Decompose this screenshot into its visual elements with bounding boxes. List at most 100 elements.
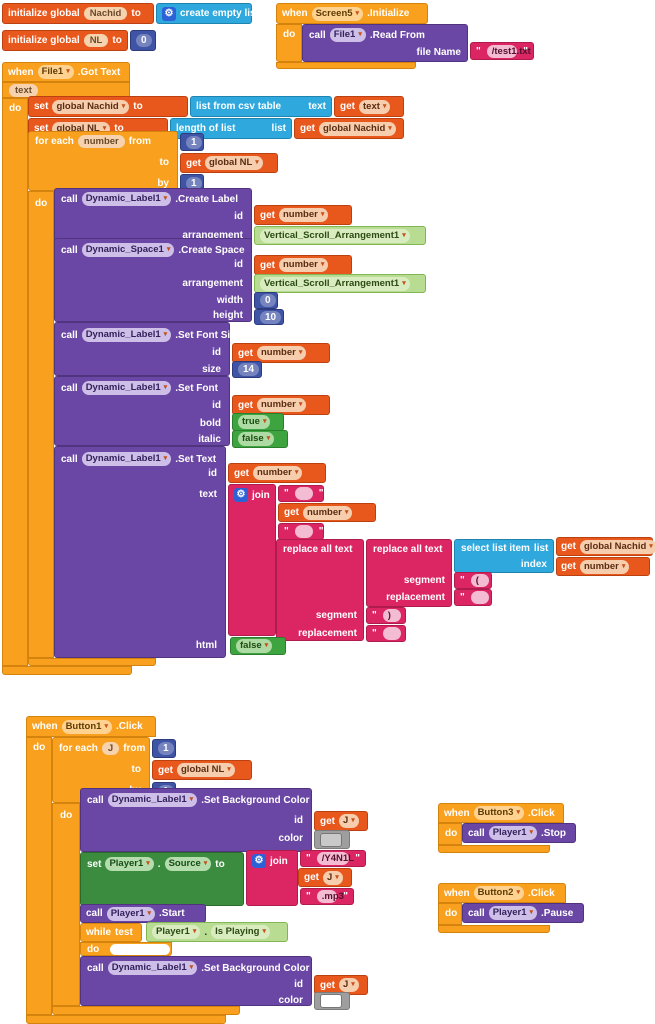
foreach-j-bottom[interactable]	[52, 1006, 240, 1015]
block-set-player1-source[interactable]: set Player1 . Source to	[80, 852, 244, 906]
block-replace-all-text-inner[interactable]: replace all text segment replacement	[366, 539, 452, 607]
dropdown-global-nachid[interactable]: global Nachid	[319, 121, 396, 136]
dropdown-false[interactable]: false	[238, 432, 275, 446]
block-logic-true[interactable]: true	[232, 413, 284, 431]
block-logic-false[interactable]: false	[230, 637, 286, 655]
color-swatch-gray[interactable]	[320, 832, 342, 847]
block-when-button2-click[interactable]: when Button2 .Click	[438, 883, 566, 903]
button2-bottom[interactable]	[438, 925, 550, 933]
number-field[interactable]: 1	[158, 742, 174, 755]
when-screen5-spine[interactable]: do	[276, 24, 302, 62]
block-player1-is-playing[interactable]: Player1 . Is Playing	[146, 922, 288, 942]
dropdown-dynamic-label1[interactable]: Dynamic_Label1	[107, 961, 198, 975]
block-get-j[interactable]: get J	[298, 868, 352, 887]
event-param-text[interactable]: text	[9, 84, 38, 97]
block-number-0[interactable]: 0	[130, 30, 156, 51]
number-field[interactable]: 1	[186, 176, 202, 190]
dropdown-dynamic-label1[interactable]: Dynamic_Label1	[81, 452, 172, 466]
string-field[interactable]: .mp3	[316, 890, 344, 903]
block-number-14[interactable]: 14	[232, 361, 262, 378]
block-get-number[interactable]: get number	[556, 557, 650, 576]
dropdown-vsa1[interactable]: Vertical_Scroll_Arrangement1	[260, 276, 410, 291]
dropdown-true[interactable]: true	[238, 415, 271, 429]
block-number-10[interactable]: 10	[254, 309, 284, 325]
block-set-bg-color-2[interactable]: call Dynamic_Label1 .Set Background Colo…	[80, 956, 312, 1006]
block-get-number[interactable]: get number	[228, 463, 326, 483]
dropdown-button2[interactable]: Button2	[473, 886, 524, 900]
dropdown-player1[interactable]: Player1	[152, 925, 201, 939]
foreach-number-bottom[interactable]	[28, 658, 156, 666]
while-empty-socket[interactable]	[110, 944, 170, 955]
block-while-test[interactable]: while test	[80, 923, 142, 942]
block-logic-false[interactable]: false	[232, 430, 288, 448]
gottext-bottom[interactable]	[2, 666, 132, 675]
block-vsa1[interactable]: Vertical_Scroll_Arrangement1	[254, 226, 426, 245]
number-field[interactable]: 10	[260, 310, 282, 324]
when-screen5-bottom[interactable]	[276, 62, 416, 69]
dropdown-dynamic-label1[interactable]: Dynamic_Label1	[107, 793, 198, 807]
string-field[interactable]: (	[470, 574, 489, 587]
mutator-gear-icon[interactable]	[234, 488, 248, 502]
block-color-white[interactable]	[314, 992, 350, 1010]
dropdown-number[interactable]: number	[257, 346, 307, 360]
number-field[interactable]: 0	[136, 34, 152, 47]
var-name-nachid[interactable]: Nachid	[83, 7, 128, 20]
string-field[interactable]	[470, 591, 489, 604]
dropdown-button1[interactable]: Button1	[61, 719, 112, 734]
block-string-open-paren[interactable]: (	[454, 572, 492, 589]
block-string-y4n1l[interactable]: /Y4N1L	[300, 850, 366, 867]
block-get-number[interactable]: get number	[278, 503, 376, 522]
block-set-text[interactable]: call Dynamic_Label1 .Set Text id text ht…	[54, 446, 226, 658]
block-set-font-size[interactable]: call Dynamic_Label1 .Set Font Size id si…	[54, 322, 241, 376]
block-get-number[interactable]: get number	[254, 255, 352, 275]
dropdown-j[interactable]: J	[339, 978, 359, 992]
foreach-number-spine[interactable]: do	[28, 191, 54, 658]
block-string-mp3[interactable]: .mp3	[300, 888, 354, 905]
block-get-global-nl[interactable]: get global NL	[180, 153, 278, 173]
dropdown-global-nachid[interactable]: global Nachid	[580, 539, 655, 554]
dropdown-number[interactable]: number	[580, 559, 630, 574]
string-field[interactable]	[294, 487, 313, 500]
block-string-test1[interactable]: /test1.txt	[470, 42, 534, 60]
block-replace-all-text-outer[interactable]: replace all text segment replacement	[276, 539, 364, 641]
block-join-2[interactable]: join	[246, 850, 298, 906]
block-string-empty[interactable]	[454, 589, 492, 606]
button1-spine[interactable]: do	[26, 737, 52, 1015]
dropdown-global-nl[interactable]: global NL	[177, 763, 235, 777]
string-field[interactable]	[294, 525, 313, 538]
block-string-empty[interactable]	[278, 523, 324, 540]
dropdown-dynamic-label1[interactable]: Dynamic_Label1	[81, 381, 172, 395]
block-create-empty-list[interactable]: create empty list	[156, 3, 259, 24]
block-get-global-nachid[interactable]: get global Nachid	[556, 537, 655, 556]
block-call-player1-pause[interactable]: call Player1 .Pause	[462, 903, 584, 923]
dropdown-dynamic-space1[interactable]: Dynamic_Space1	[81, 243, 175, 257]
block-init-global-nachid[interactable]: initialize global Nachid to	[2, 3, 154, 24]
block-get-j[interactable]: get J	[314, 975, 368, 995]
block-select-list-item[interactable]: select list item list index	[454, 539, 554, 573]
string-field[interactable]: /Y4N1L	[316, 852, 354, 865]
block-create-space[interactable]: call Dynamic_Space1 .Create Space id arr…	[54, 238, 252, 322]
number-field[interactable]: 14	[238, 363, 260, 376]
block-when-button3-click[interactable]: when Button3 .Click	[438, 803, 564, 823]
dropdown-file1[interactable]: File1	[37, 65, 74, 79]
dropdown-source[interactable]: Source	[164, 857, 212, 871]
dropdown-number[interactable]: number	[257, 398, 307, 412]
dropdown-text[interactable]: text	[359, 99, 391, 114]
button2-spine[interactable]: do	[438, 903, 462, 925]
dropdown-j[interactable]: J	[339, 814, 359, 828]
block-foreach-number[interactable]: for each number from to by	[28, 131, 178, 191]
block-when-file1-gottext[interactable]: when File1 .Got Text	[2, 62, 130, 82]
block-string-empty[interactable]	[278, 485, 324, 502]
block-number-1[interactable]: 1	[152, 739, 176, 758]
foreach-j-spine[interactable]: do	[52, 803, 80, 1006]
button1-bottom[interactable]	[26, 1015, 226, 1024]
block-when-button1-click[interactable]: when Button1 .Click	[26, 716, 156, 737]
block-number-1[interactable]: 1	[180, 133, 204, 151]
block-list-from-csv-table[interactable]: list from csv table text	[190, 96, 332, 117]
block-get-global-nl[interactable]: get global NL	[152, 760, 252, 780]
block-get-number[interactable]: get number	[254, 205, 352, 225]
dropdown-number[interactable]: number	[279, 258, 329, 272]
dropdown-false[interactable]: false	[236, 639, 273, 653]
block-get-j[interactable]: get J	[314, 811, 368, 831]
block-number-0[interactable]: 0	[254, 292, 278, 309]
